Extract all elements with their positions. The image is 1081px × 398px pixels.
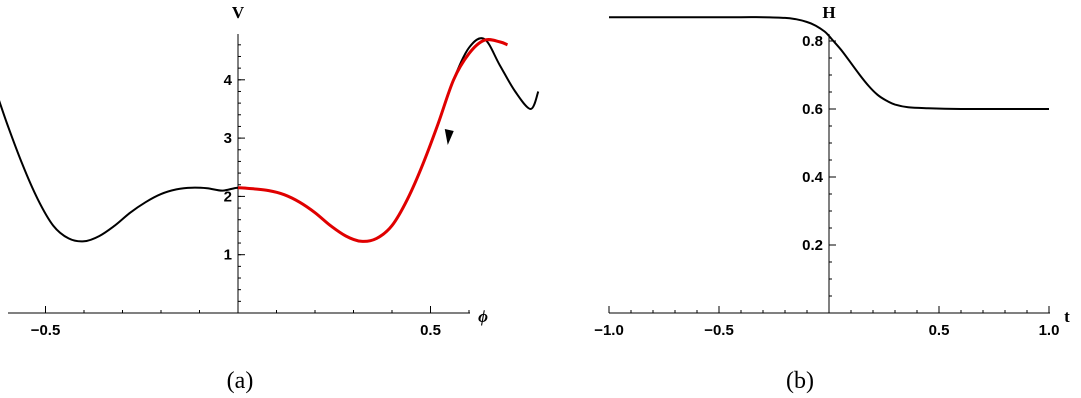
x-tick-label: −0.5	[704, 322, 734, 339]
series-line	[609, 16, 1049, 111]
x-tick-label: 0.5	[929, 322, 950, 339]
x-tick-label: 0.5	[420, 322, 441, 339]
y-tick-label: 0.4	[802, 169, 824, 186]
y-tick-label: 2	[224, 188, 232, 205]
x-axis-label: t	[1064, 307, 1070, 326]
panel-b-hubble-plot: −1.0 −0.5 0.5 1.0 0.2 0.4 0.6 0.8 t H (b)	[594, 3, 1070, 394]
y-tick-label: 0.6	[802, 101, 823, 118]
y-axis-label: H	[822, 3, 835, 22]
y-tick-label: 3	[224, 130, 232, 147]
x-axis-label: ϕ	[478, 307, 488, 326]
panel-caption: (b)	[786, 368, 814, 394]
direction-arrow	[444, 129, 454, 146]
y-tick-label: 4	[224, 72, 233, 89]
y-tick-label: 0.2	[802, 237, 823, 254]
x-tick-label: −1.0	[594, 322, 624, 339]
panel-caption: (a)	[227, 368, 254, 394]
series-line-highlight	[237, 38, 509, 243]
x-tick-label: −0.5	[31, 322, 61, 339]
y-tick-label: 0.8	[802, 33, 823, 50]
y-tick-label: 1	[224, 247, 232, 264]
x-tick-label: 1.0	[1039, 322, 1060, 339]
panel-a-potential-plot: −0.5 0.5 1 2 3 4 ϕ V (a)	[0, 3, 540, 394]
y-axis-label: V	[232, 3, 245, 22]
